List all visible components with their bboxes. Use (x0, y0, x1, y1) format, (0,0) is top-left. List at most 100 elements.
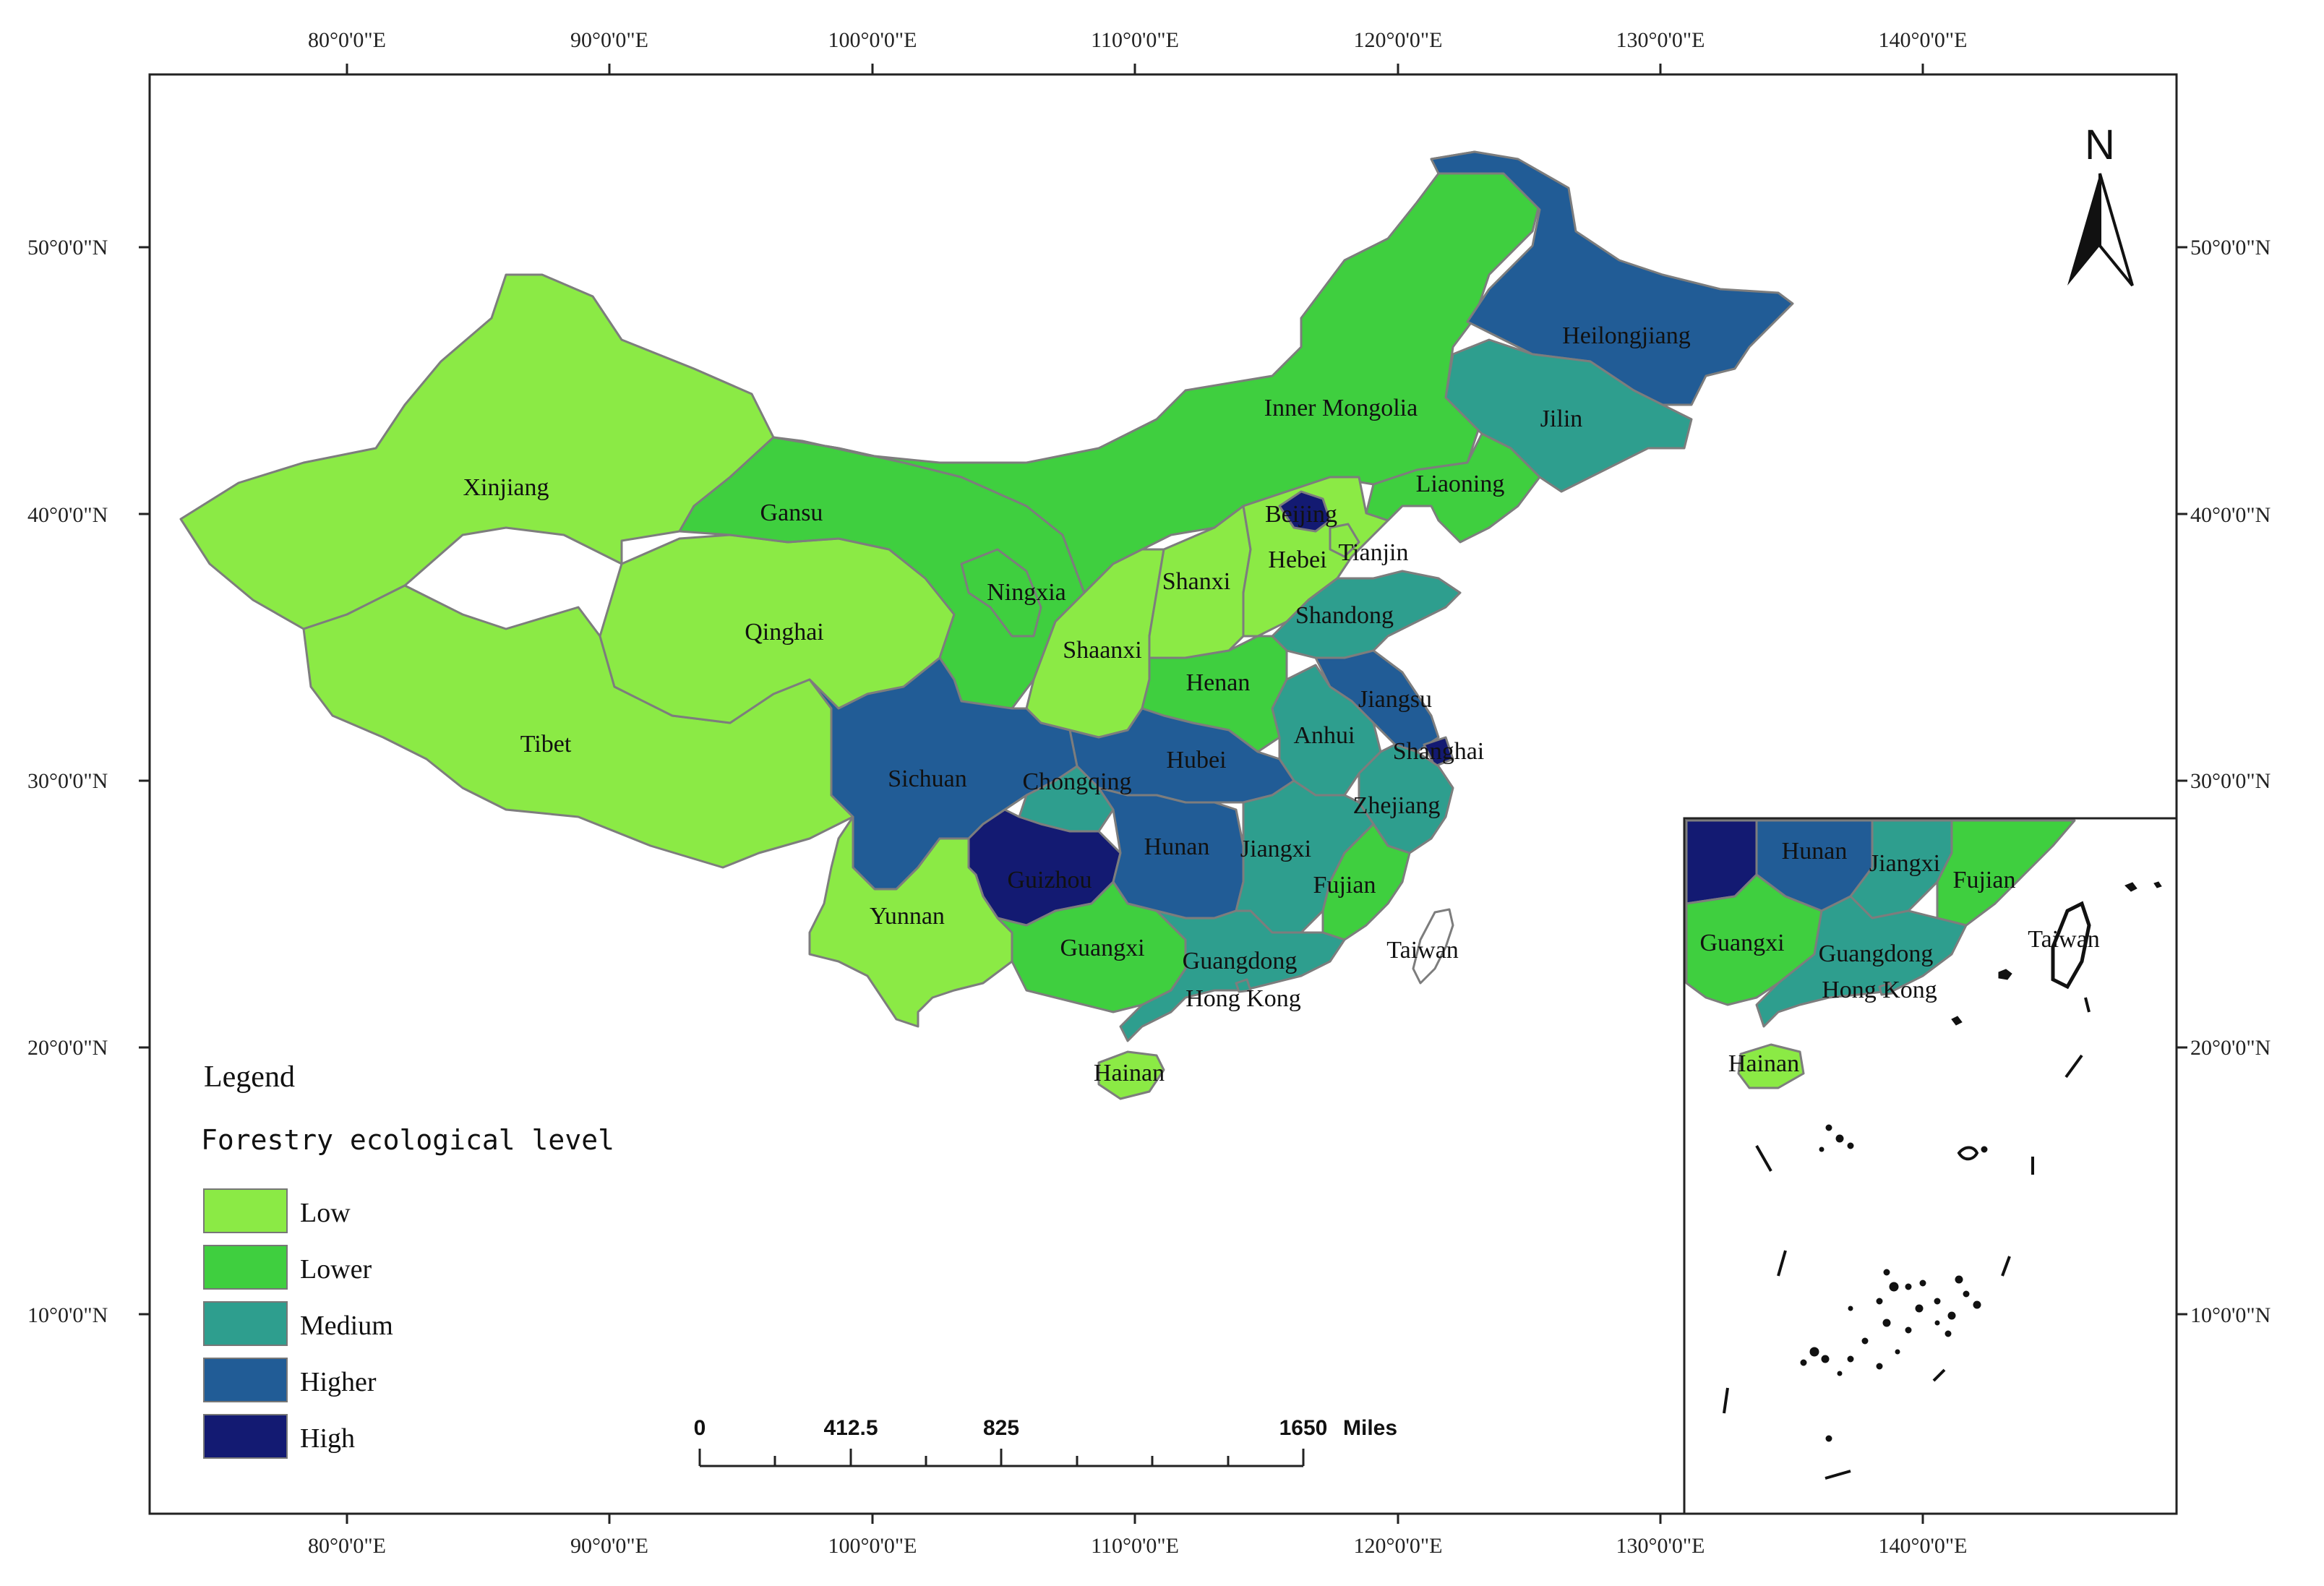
north-arrow-right-half (2098, 173, 2134, 287)
province-polygons (179, 150, 1794, 1100)
legend-label-higher: Higher (300, 1367, 377, 1397)
label-shandong: Shandong (1295, 602, 1394, 629)
label-jiangxi: Jiangxi (1240, 836, 1311, 862)
legend-title: Legend (204, 1060, 295, 1094)
inset-province-guangdong (1755, 895, 1968, 1028)
province-shandong (1271, 570, 1462, 659)
inset-label-hunan: Hunan (1782, 838, 1848, 865)
top-lon-label-130: 130°0'0"E (1616, 28, 1705, 52)
province-hainan (1097, 1050, 1165, 1100)
province-tianjin (1329, 523, 1360, 558)
label-sichuan: Sichuan (888, 766, 967, 792)
inset-provinces (1685, 819, 2091, 1089)
label-liaoning: Liaoning (1416, 471, 1505, 497)
label-anhui: Anhui (1294, 722, 1355, 749)
inset-province-taiwan (2051, 901, 2091, 990)
bottom-longitude-labels: 80°0'0"E 90°0'0"E 100°0'0"E 110°0'0"E 12… (308, 1534, 1967, 1558)
top-longitude-labels: 80°0'0"E 90°0'0"E 100°0'0"E 110°0'0"E 12… (308, 28, 1967, 52)
inset-label-hainan: Hainan (1728, 1050, 1799, 1077)
label-hubei: Hubei (1166, 747, 1226, 773)
top-lon-label-140: 140°0'0"E (1879, 28, 1968, 52)
top-lon-label-110: 110°0'0"E (1091, 28, 1179, 52)
label-yunnan: Yunnan (870, 903, 945, 930)
province-fujian (1321, 823, 1411, 941)
label-shanghai: Shanghai (1393, 738, 1485, 765)
top-lon-label-90: 90°0'0"E (570, 28, 648, 52)
legend-swatch-low (203, 1188, 288, 1233)
legend-label-high: High (300, 1423, 355, 1454)
scale-unit-label: Miles (1343, 1416, 1397, 1440)
province-taiwan (1412, 908, 1454, 985)
label-guangdong: Guangdong (1183, 948, 1298, 974)
scale-label-825: 825 (983, 1416, 1019, 1440)
legend-label-lower: Lower (300, 1254, 372, 1285)
province-yunnan (808, 815, 1013, 1028)
left-lat-label-10: 10°0'0"N (27, 1303, 108, 1327)
legend-label-medium: Medium (300, 1311, 393, 1341)
province-beijing (1278, 490, 1332, 533)
label-hainan: Hainan (1094, 1060, 1165, 1086)
inset-province-hainan (1737, 1043, 1805, 1089)
label-inner-mongolia: Inner Mongolia (1264, 395, 1418, 421)
inset-dashes (1723, 997, 2091, 1480)
legend: Legend Forestry ecological level Low Lowe… (201, 1060, 614, 1459)
bottom-lon-label-140: 140°0'0"E (1879, 1534, 1968, 1558)
inset-label-guangxi: Guangxi (1699, 930, 1784, 956)
north-arrow-left-half (2067, 173, 2100, 286)
inset-islands (1800, 881, 2162, 1442)
inset-label-fujian: Fujian (1953, 867, 2016, 893)
label-guangxi: Guangxi (1060, 935, 1144, 961)
province-labels: Xinjiang Tibet Qinghai Gansu Inner Mongo… (463, 322, 1691, 1086)
top-lon-label-120: 120°0'0"E (1354, 28, 1443, 52)
label-hunan: Hunan (1144, 833, 1210, 860)
label-jiangsu: Jiangsu (1358, 686, 1432, 713)
label-zhejiang: Zhejiang (1353, 792, 1441, 819)
top-lon-label-80: 80°0'0"E (308, 28, 386, 52)
right-lat-label-40: 40°0'0"N (2190, 503, 2271, 527)
inset-label-hong-kong: Hong Kong (1822, 977, 1937, 1003)
left-lat-label-50: 50°0'0"N (27, 236, 108, 260)
label-henan: Henan (1186, 669, 1251, 696)
bottom-lon-label-130: 130°0'0"E (1616, 1534, 1705, 1558)
inset-province-fujian (1936, 819, 2076, 927)
label-hong-kong: Hong Kong (1185, 985, 1301, 1012)
scale-label-0: 0 (694, 1416, 706, 1440)
scale-label-1650: 1650 (1279, 1416, 1328, 1440)
label-xinjiang: Xinjiang (463, 474, 549, 501)
right-lat-label-50: 50°0'0"N (2190, 236, 2271, 260)
scale-bar-ticks (698, 1449, 1305, 1466)
north-arrow: N (2067, 121, 2134, 287)
label-tianjin: Tianjin (1338, 539, 1408, 566)
bottom-lon-label-120: 120°0'0"E (1354, 1534, 1443, 1558)
legend-swatch-medium (203, 1301, 288, 1346)
label-gansu: Gansu (760, 500, 823, 526)
inset-map: Hunan Jiangxi Fujian Guangxi Guangdong T… (1683, 817, 2178, 1515)
province-shanghai (1423, 736, 1454, 768)
right-lat-label-30: 30°0'0"N (2190, 769, 2271, 793)
right-latitude-labels: 50°0'0"N 40°0'0"N 30°0'0"N 20°0'0"N 10°0… (2190, 236, 2271, 1327)
right-lat-label-20: 20°0'0"N (2190, 1036, 2271, 1060)
scale-label-412-5: 412.5 (823, 1416, 878, 1440)
label-jilin: Jilin (1540, 406, 1583, 432)
left-lat-label-30: 30°0'0"N (27, 769, 108, 793)
top-lon-label-100: 100°0'0"E (828, 28, 917, 52)
legend-subtitle: Forestry ecological level (201, 1124, 614, 1156)
label-hebei: Hebei (1268, 546, 1326, 573)
inset-labels: Hunan Jiangxi Fujian Guangxi Guangdong T… (1699, 838, 2099, 1077)
inset-province-hong-kong (1878, 982, 1894, 996)
left-lat-label-40: 40°0'0"N (27, 503, 108, 527)
label-guizhou: Guizhou (1007, 867, 1092, 893)
left-lat-label-20: 20°0'0"N (27, 1036, 108, 1060)
left-latitude-labels: 50°0'0"N 40°0'0"N 30°0'0"N 20°0'0"N 10°0… (27, 236, 108, 1327)
right-lat-label-10: 10°0'0"N (2190, 1303, 2271, 1327)
bottom-lon-label-100: 100°0'0"E (828, 1534, 917, 1558)
label-beijing: Beijing (1265, 501, 1337, 528)
bottom-lon-label-90: 90°0'0"E (570, 1534, 648, 1558)
label-fujian: Fujian (1313, 872, 1376, 899)
legend-label-low: Low (300, 1198, 351, 1228)
province-ningxia (960, 548, 1042, 638)
legend-swatch-high (203, 1414, 288, 1459)
label-tibet: Tibet (520, 731, 572, 758)
label-shanxi: Shanxi (1162, 568, 1230, 595)
map-frame (148, 73, 2178, 1515)
